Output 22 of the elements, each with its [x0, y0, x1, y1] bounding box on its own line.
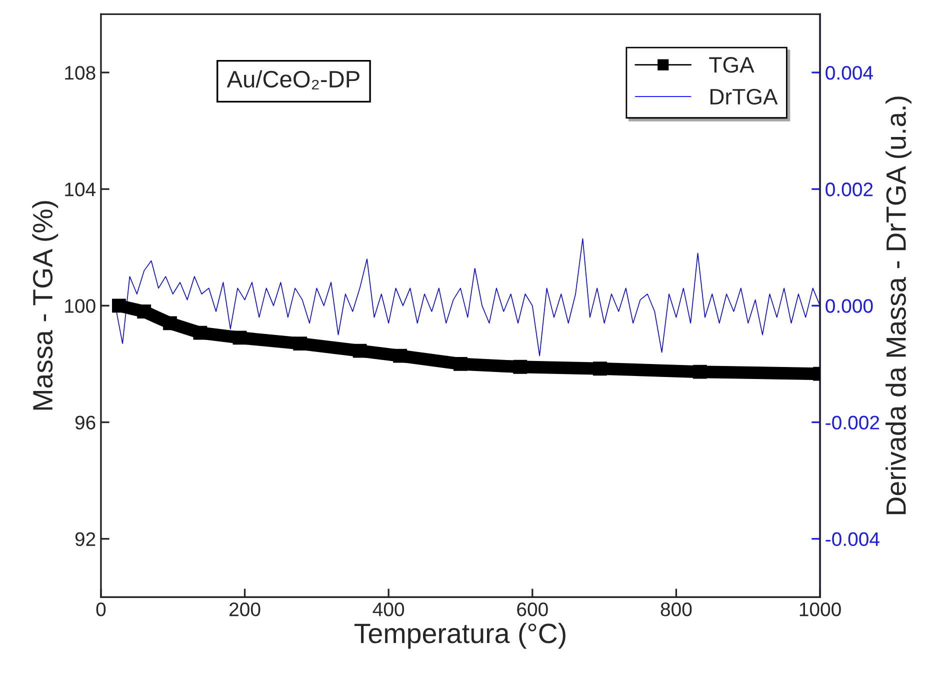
- legend-label: TGA: [709, 57, 754, 73]
- y2-tick-label: -0.002: [826, 416, 880, 430]
- y-tick-label: 104: [65, 182, 96, 196]
- x-tick-label: 800: [660, 602, 692, 616]
- x-tick-label: 400: [372, 602, 404, 616]
- x-tick-label: 200: [230, 602, 260, 616]
- x-tick-label: 1000: [800, 602, 841, 616]
- y-tick-label: 92: [75, 532, 96, 546]
- y-tick-label: 108: [65, 66, 96, 80]
- y-axis-title: Massa - TGA (%): [32, 201, 58, 410]
- y-tick-label: 100: [65, 299, 96, 313]
- y2-tick-label: 0.004: [826, 66, 873, 80]
- legend-label: DrTGA: [710, 88, 778, 105]
- y2-tick-label: -0.004: [826, 532, 880, 546]
- x-axis-title: Temperatura (°C): [354, 622, 566, 649]
- x-tick-label: 600: [517, 602, 548, 616]
- y-tick-label: 96: [75, 416, 96, 430]
- x-tick-label: 0: [96, 602, 106, 616]
- annotation: Au/CeO₂-DP: [226, 70, 360, 90]
- y2-tick-label: 0.000: [826, 299, 873, 313]
- y2-tick-label: 0.002: [826, 182, 873, 196]
- y2-axis-title: Derivada da Massa - DrTGA (u.a.): [886, 96, 912, 514]
